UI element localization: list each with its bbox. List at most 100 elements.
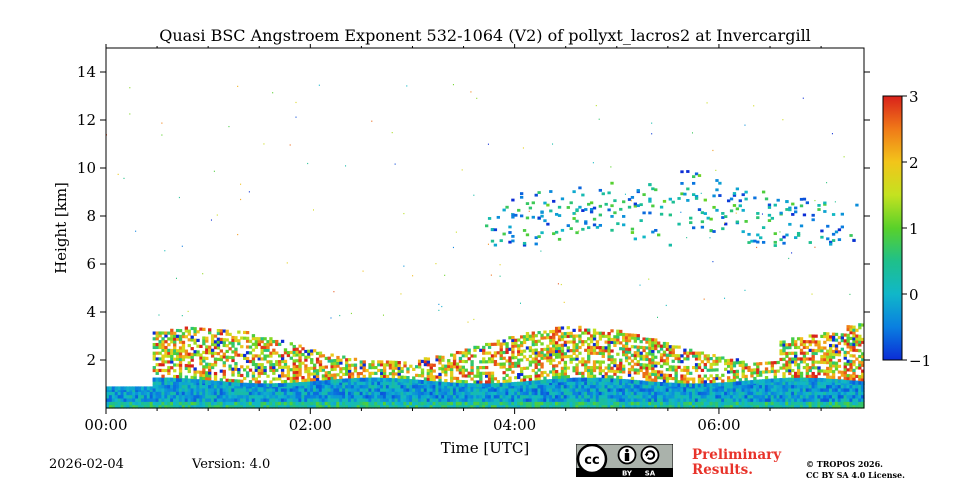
heatmap-cell bbox=[382, 394, 387, 399]
heatmap-cell bbox=[761, 381, 766, 386]
heatmap-cell bbox=[557, 394, 562, 399]
heatmap-cell bbox=[814, 199, 816, 202]
heatmap-cell bbox=[216, 329, 221, 333]
heatmap-cell bbox=[773, 375, 777, 379]
heatmap-cell bbox=[517, 397, 521, 402]
heatmap-cell bbox=[858, 326, 862, 330]
heatmap-cell bbox=[336, 384, 340, 389]
heatmap-cell bbox=[826, 355, 830, 359]
heatmap-cell bbox=[724, 394, 728, 399]
heatmap-cell bbox=[761, 397, 766, 402]
heatmap-cell bbox=[356, 374, 361, 379]
heatmap-cell bbox=[164, 345, 168, 350]
heatmap-cell bbox=[254, 380, 258, 384]
heatmap-cell bbox=[607, 363, 611, 367]
heatmap-cell bbox=[517, 349, 521, 354]
heatmap-cell bbox=[482, 401, 486, 406]
heatmap-cell bbox=[245, 391, 250, 396]
heatmap-cell bbox=[534, 362, 538, 367]
heatmap-cell bbox=[587, 381, 591, 386]
heatmap-cell bbox=[228, 397, 232, 402]
heatmap-cell bbox=[152, 394, 157, 399]
heatmap-cell bbox=[788, 222, 792, 226]
heatmap-cell bbox=[173, 337, 177, 341]
heatmap-cell bbox=[496, 380, 500, 384]
heatmap-cell bbox=[415, 379, 419, 384]
heatmap-cell bbox=[263, 365, 267, 370]
heatmap-cell bbox=[432, 369, 436, 373]
heatmap-cell bbox=[522, 355, 527, 359]
heatmap-cell bbox=[161, 357, 165, 361]
heatmap-cell bbox=[607, 343, 611, 347]
heatmap-cell bbox=[802, 213, 807, 217]
heatmap-cell bbox=[181, 355, 186, 359]
heatmap-cell bbox=[479, 371, 483, 375]
heatmap-cell bbox=[668, 213, 672, 217]
heatmap-cell bbox=[371, 401, 375, 406]
heatmap-cell bbox=[683, 377, 687, 381]
heatmap-cell bbox=[645, 375, 649, 379]
heatmap-cell bbox=[735, 207, 740, 211]
heatmap-cell bbox=[799, 401, 804, 406]
heatmap-cell bbox=[572, 190, 576, 194]
heatmap-cell bbox=[161, 331, 165, 335]
heatmap-cell bbox=[213, 371, 218, 376]
heatmap-cell bbox=[849, 404, 853, 409]
heatmap-cell bbox=[321, 404, 326, 409]
heatmap-cell bbox=[505, 391, 509, 396]
heatmap-cell bbox=[415, 394, 419, 399]
heatmap-cell bbox=[619, 358, 623, 362]
heatmap-cell bbox=[826, 361, 830, 365]
heatmap-cell bbox=[572, 387, 576, 392]
heatmap-cell bbox=[482, 351, 486, 355]
heatmap-cell bbox=[741, 387, 746, 392]
heatmap-cell bbox=[321, 365, 326, 369]
heatmap-cell bbox=[630, 200, 632, 202]
heatmap-cell bbox=[794, 387, 798, 392]
colorbar-tick-label: 3 bbox=[909, 88, 919, 106]
heatmap-cell bbox=[519, 404, 524, 409]
heatmap-cell bbox=[569, 394, 574, 399]
heatmap-cell bbox=[312, 380, 317, 385]
heatmap-cell bbox=[490, 360, 495, 364]
heatmap-cell bbox=[435, 404, 439, 409]
heatmap-cell bbox=[546, 336, 550, 340]
heatmap-cell bbox=[499, 342, 503, 346]
heatmap-cell bbox=[846, 384, 851, 389]
heatmap-cell bbox=[208, 387, 212, 392]
heatmap-cell bbox=[589, 391, 594, 396]
heatmap-cell bbox=[482, 357, 486, 361]
heatmap-cell bbox=[377, 377, 381, 382]
heatmap-cell bbox=[624, 387, 629, 392]
heatmap-cell bbox=[709, 401, 713, 406]
heatmap-cell bbox=[490, 391, 495, 396]
heatmap-cell bbox=[275, 404, 279, 409]
heatmap-cell bbox=[353, 397, 358, 402]
y-tick-label: 10 bbox=[77, 159, 96, 177]
heatmap-cell bbox=[359, 394, 364, 399]
heatmap-cell bbox=[508, 384, 512, 389]
heatmap-cell bbox=[368, 394, 372, 399]
heatmap-cell bbox=[248, 380, 253, 384]
heatmap-cell bbox=[286, 387, 291, 392]
heatmap-cell bbox=[467, 374, 471, 378]
heatmap-cell bbox=[403, 384, 407, 389]
heatmap-cell bbox=[849, 391, 853, 396]
heatmap-cell bbox=[779, 231, 781, 233]
heatmap-cell bbox=[665, 347, 670, 352]
heatmap-cell bbox=[382, 366, 387, 370]
heatmap-cell bbox=[213, 384, 218, 389]
heatmap-cell bbox=[697, 365, 702, 370]
heatmap-cell bbox=[461, 380, 465, 384]
heatmap-cell bbox=[572, 346, 576, 350]
heatmap-cell bbox=[342, 372, 346, 376]
heatmap-cell bbox=[587, 366, 591, 370]
heatmap-cell bbox=[202, 384, 206, 389]
heatmap-cell bbox=[761, 401, 766, 406]
heatmap-cell bbox=[251, 404, 256, 409]
heatmap-cell bbox=[826, 381, 830, 386]
heatmap-cell bbox=[339, 378, 343, 383]
heatmap-cell bbox=[286, 365, 291, 369]
heatmap-cell bbox=[464, 387, 469, 392]
heatmap-cell bbox=[199, 353, 203, 357]
